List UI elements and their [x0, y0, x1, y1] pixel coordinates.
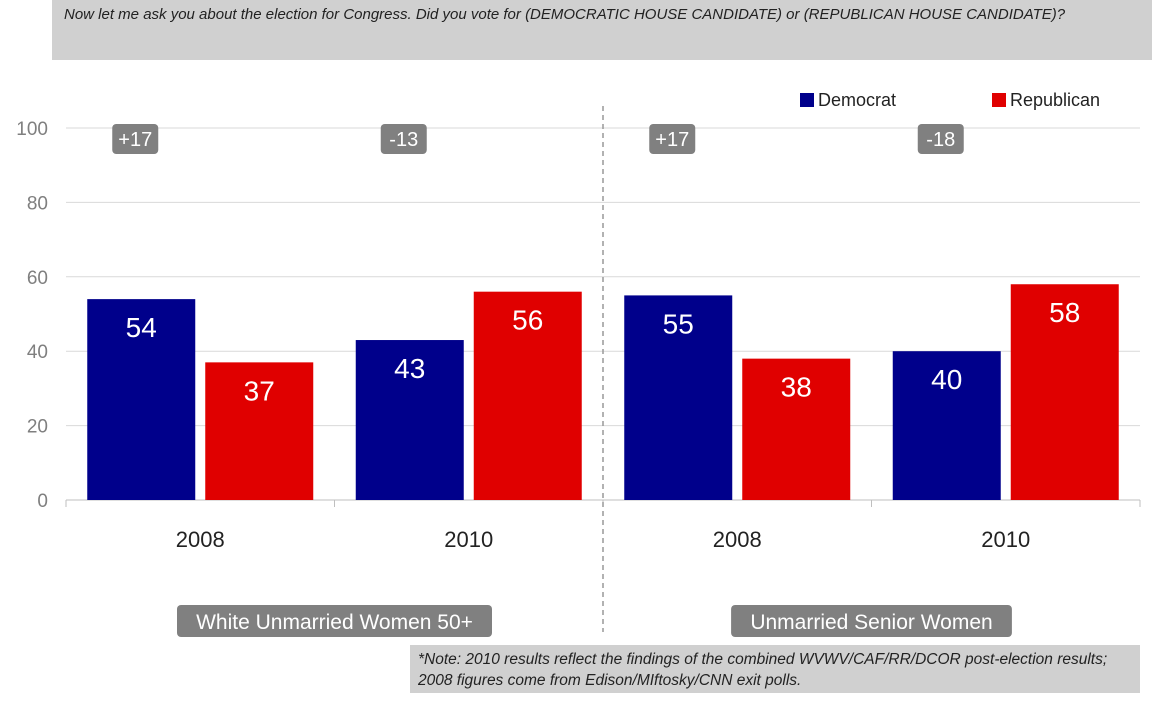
y-tick-label: 0 — [37, 491, 48, 512]
democrat-bar — [355, 340, 464, 500]
margin-badge-label: -18 — [926, 129, 955, 151]
category-label: 2010 — [981, 527, 1030, 552]
y-tick-label: 100 — [16, 119, 48, 140]
group-label: White Unmarried Women 50+ — [196, 611, 473, 634]
y-tick-label: 60 — [27, 268, 48, 289]
question-text: Now let me ask you about the election fo… — [52, 0, 1152, 60]
bar-value-label: 56 — [512, 305, 543, 336]
y-tick-label: 40 — [27, 342, 48, 363]
bar-value-label: 54 — [126, 312, 157, 343]
republican-bar — [742, 358, 851, 500]
legend-label: Democrat — [818, 90, 896, 110]
footnote: *Note: 2010 results reflect the findings… — [410, 645, 1140, 693]
democrat-bar — [87, 299, 196, 500]
legend-swatch — [992, 93, 1006, 107]
category-label: 2008 — [176, 527, 225, 552]
margin-badge — [917, 124, 964, 154]
bar-value-label: 55 — [663, 308, 694, 339]
margin-badge — [380, 124, 427, 154]
bar-chart: 0 20 40 60 80 100 54 37 2008 +17 43 56 2010 -13 White … — [16, 90, 1141, 637]
category-label: 2008 — [713, 527, 762, 552]
bar-value-label: 40 — [931, 364, 962, 395]
bar-value-label: 58 — [1049, 297, 1080, 328]
margin-badge — [649, 124, 696, 154]
democrat-bar — [624, 295, 733, 500]
legend-swatch — [800, 93, 814, 107]
legend-label: Republican — [1010, 90, 1100, 110]
margin-badge — [112, 124, 159, 154]
category-label: 2010 — [444, 527, 493, 552]
group-label: Unmarried Senior Women — [750, 611, 992, 634]
republican-bar — [1010, 284, 1119, 500]
group-label-box — [177, 605, 492, 637]
republican-bar — [205, 362, 314, 500]
margin-badge-label: +17 — [118, 129, 152, 151]
group-label-box — [731, 605, 1012, 637]
margin-badge-label: +17 — [655, 129, 689, 151]
y-tick-label: 20 — [27, 417, 48, 438]
y-tick-label: 80 — [27, 193, 48, 214]
bar-value-label: 38 — [781, 372, 812, 403]
republican-bar — [473, 291, 582, 500]
bar-value-label: 37 — [244, 375, 275, 406]
margin-badge-label: -13 — [389, 129, 418, 151]
democrat-bar — [892, 351, 1001, 500]
bar-value-label: 43 — [394, 353, 425, 384]
